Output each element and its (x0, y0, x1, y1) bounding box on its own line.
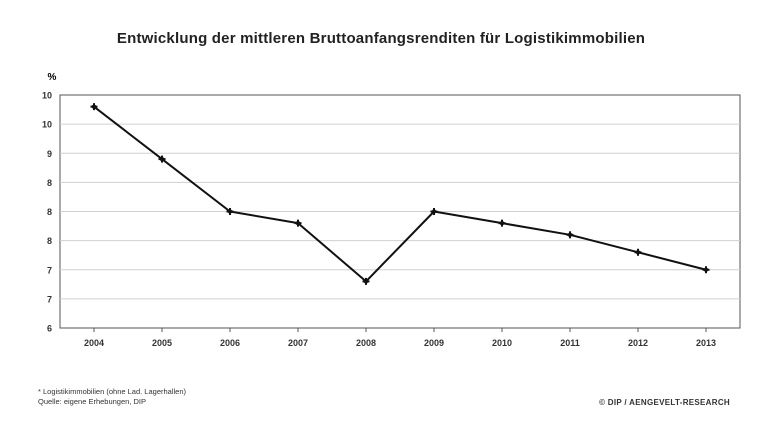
data-point (294, 219, 302, 227)
data-point (226, 208, 234, 215)
point-marker-dot (363, 279, 369, 284)
data-point (158, 155, 166, 163)
y-tick-label: 10 (42, 91, 52, 101)
y-tick-label: 8 (47, 207, 52, 217)
footnote: * Logistikimmobilien (ohne Lad. Lagerhal… (38, 387, 186, 407)
point-marker-dot (227, 209, 233, 214)
x-tick-label: 2005 (152, 338, 172, 348)
x-tick-label: 2012 (628, 338, 648, 348)
chart-title: Entwicklung der mittleren Bruttoanfangsr… (116, 30, 646, 47)
y-axis-ticks: 6 7 7 8 8 8 9 10 10 (42, 91, 52, 334)
x-tick-label: 2009 (424, 338, 444, 348)
footnote-line-2: Quelle: eigene Erhebungen, DIP (38, 397, 146, 406)
x-tick-label: 2008 (356, 338, 376, 348)
point-marker-dot (295, 220, 301, 226)
x-tick-label: 2007 (288, 338, 308, 348)
point-marker-dot (91, 104, 97, 109)
series-layer (90, 103, 710, 285)
grid-lines (59, 94, 741, 329)
data-point (498, 219, 506, 227)
y-tick-label: 8 (47, 236, 52, 246)
point-marker-dot (431, 209, 437, 214)
data-point (566, 231, 574, 239)
y-axis-label: % (48, 72, 57, 83)
data-point (634, 248, 642, 256)
data-point (430, 208, 438, 215)
y-tick-label: 7 (47, 265, 52, 275)
x-axis-ticks: 2004 2005 2006 2007 2008 2009 2010 2011 2012 2013 (84, 328, 716, 348)
x-tick-label: 2006 (220, 338, 240, 348)
point-marker-dot (567, 232, 573, 237)
copyright-notice: © DIP / AENGEVELT-RESEARCH (599, 398, 730, 407)
footnote-line-1: * Logistikimmobilien (ohne Lad. Lagerhal… (38, 387, 187, 396)
y-tick-label: 10 (42, 120, 52, 130)
x-tick-label: 2004 (84, 338, 104, 348)
series-line (93, 105, 707, 283)
data-point (702, 266, 710, 274)
point-marker-dot (703, 267, 709, 272)
data-point (90, 103, 98, 111)
data-point (362, 277, 370, 285)
y-tick-label: 6 (47, 324, 52, 334)
point-marker-dot (159, 156, 165, 162)
x-tick-label: 2010 (492, 338, 512, 348)
point-marker-dot (499, 220, 505, 226)
y-tick-label: 7 (47, 294, 52, 304)
y-tick-label: 8 (47, 178, 52, 188)
point-marker-dot (635, 250, 641, 255)
x-tick-label: 2013 (696, 338, 716, 348)
x-tick-label: 2011 (560, 338, 580, 348)
y-tick-label: 9 (47, 149, 52, 159)
